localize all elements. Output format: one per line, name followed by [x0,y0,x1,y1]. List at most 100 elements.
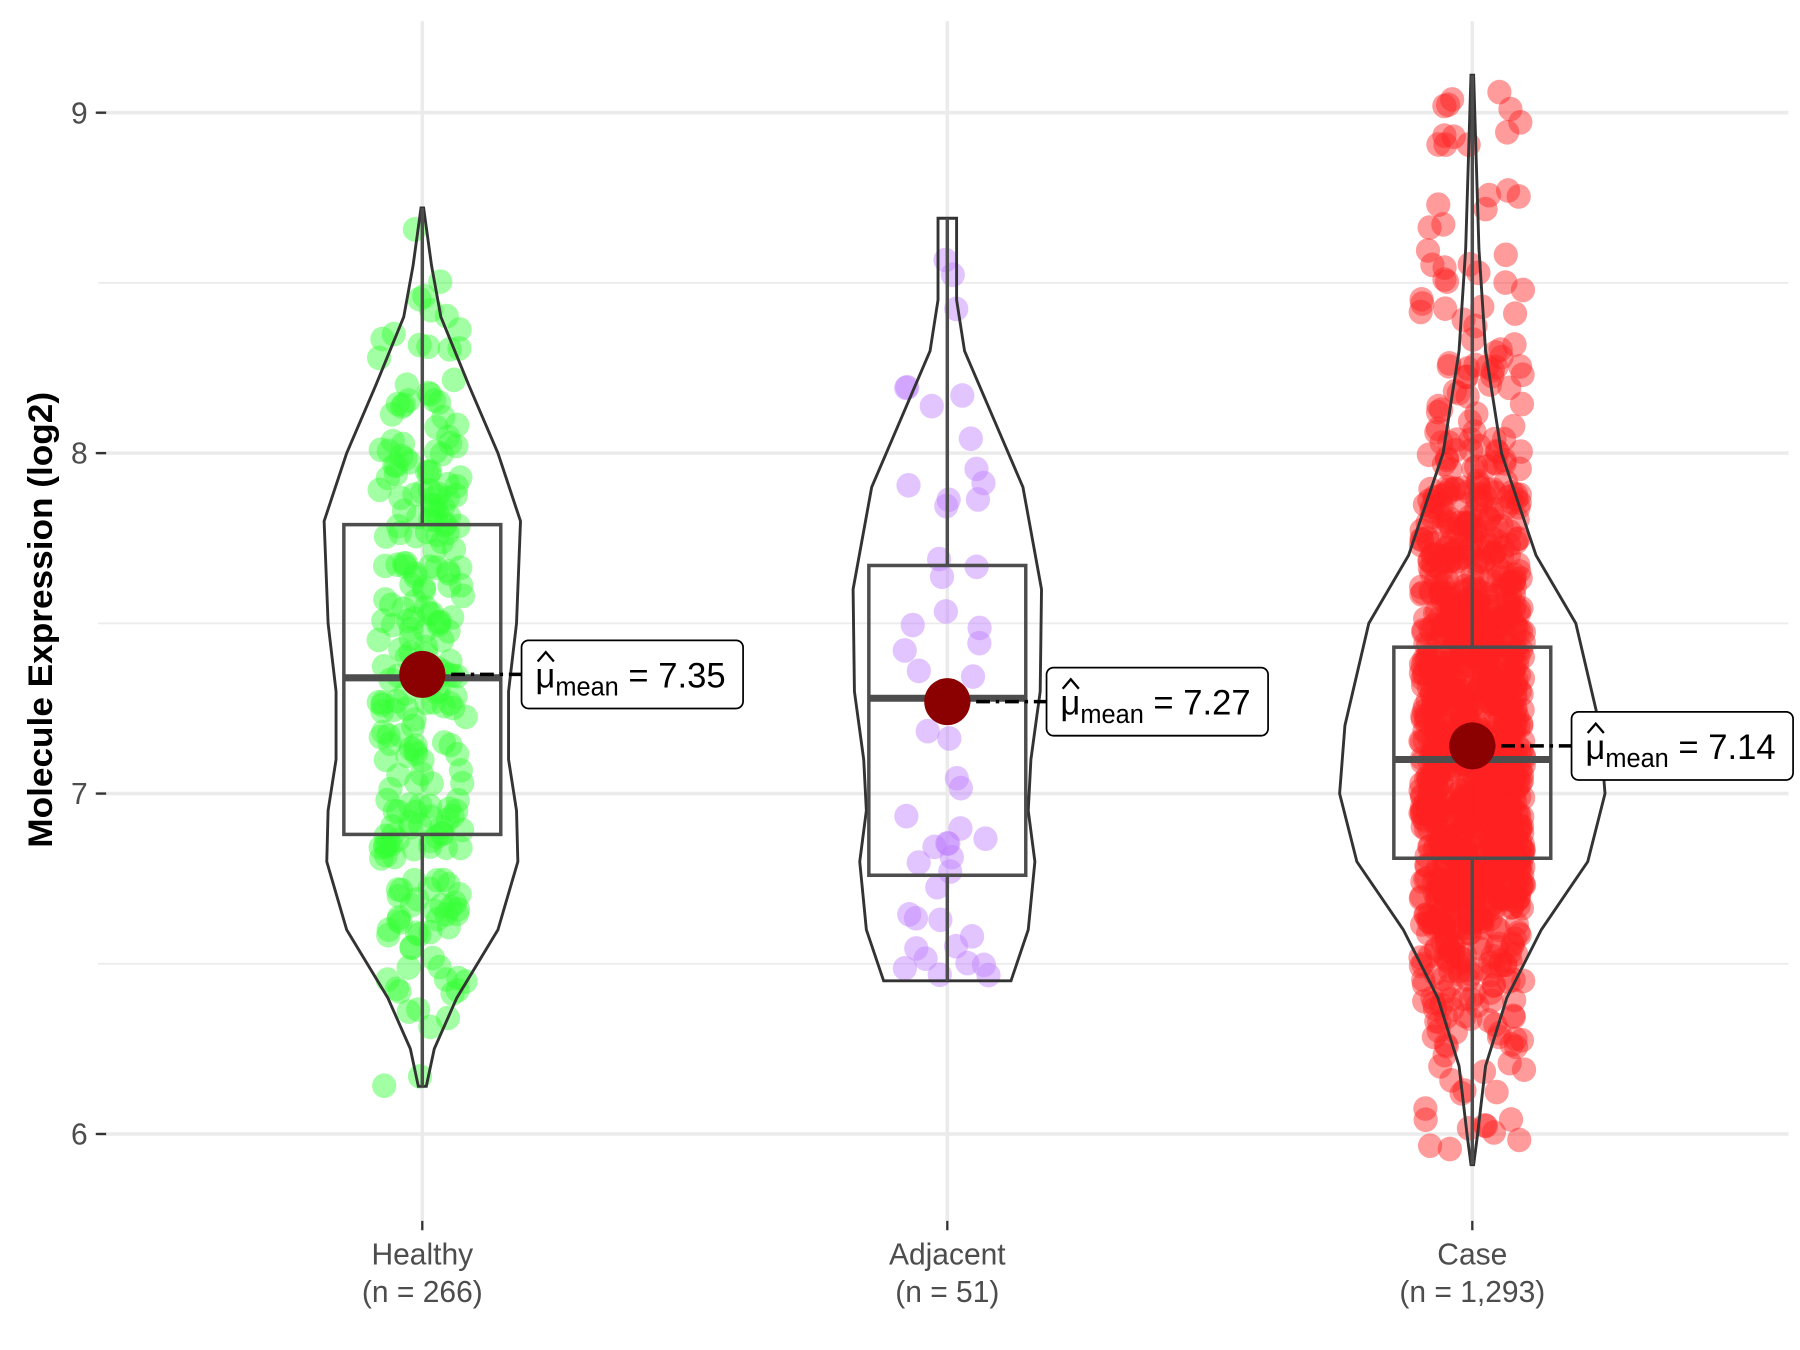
data-point [1483,894,1508,920]
data-point [1408,574,1434,600]
data-point [1509,768,1535,793]
data-point [435,558,461,584]
data-point [1508,814,1533,839]
data-point [1435,585,1461,611]
data-point [1473,780,1498,806]
data-point [1483,914,1508,940]
data-point [1489,886,1514,911]
data-point [1470,915,1495,941]
data-point [1429,430,1454,455]
data-point [1421,910,1446,935]
data-point [1428,721,1453,746]
data-point [1493,807,1518,833]
data-point [1432,855,1457,881]
data-point [419,771,444,796]
data-point [1411,698,1437,724]
data-point [1476,1008,1502,1033]
data-point [1473,502,1498,527]
data-point [1424,722,1449,748]
data-point [402,867,427,893]
data-point [1510,862,1535,888]
data-point [1417,796,1443,821]
data-point [1486,917,1511,943]
data-point [1422,861,1448,887]
data-point [955,950,980,976]
data-point [422,387,447,413]
data-point [1503,680,1528,706]
data-point [424,499,449,525]
data-point [1437,892,1463,918]
data-point [1434,447,1460,473]
data-point [1449,545,1475,571]
data-point [1504,888,1529,914]
data-point [412,577,437,603]
data-point [1422,600,1448,626]
data-point [1437,477,1462,502]
data-point [1504,639,1530,664]
data-point [1487,811,1512,837]
data-point [933,599,959,624]
data-point [1415,688,1440,713]
data-point [1484,783,1509,809]
data-point [1461,654,1486,680]
data-point [1490,577,1515,603]
data-point [388,723,413,748]
data-point [1464,825,1490,851]
data-point [1411,647,1437,672]
data-point [1482,540,1507,566]
data-point [1496,669,1522,695]
data-point [1423,936,1449,962]
data-point [1492,709,1517,735]
data-point [1419,580,1444,606]
data-point [1444,914,1469,940]
data-point [1435,92,1461,118]
data-point [1492,618,1517,644]
data-point [433,835,459,861]
data-point [1419,560,1444,586]
data-point [1450,785,1476,811]
data-point [1456,843,1481,869]
data-point [1441,683,1466,709]
data-point [1432,677,1457,703]
data-point [1506,526,1531,551]
data-point [1485,764,1511,790]
data-point [1446,701,1471,727]
data-point [1436,949,1461,975]
data-point [1487,709,1512,735]
data-point [453,704,478,730]
data-point [1419,781,1444,807]
data-point [1471,549,1496,575]
data-point [1422,761,1447,787]
data-point [1480,943,1505,969]
data-point [376,438,401,464]
data-point [379,592,404,618]
data-point [426,609,451,635]
data-point [1510,844,1535,869]
data-point [367,477,392,503]
data-point [1503,826,1529,852]
data-point [1499,837,1525,862]
data-point [1474,615,1500,641]
data-point [1424,812,1449,838]
data-point [1418,803,1443,829]
data-point [1508,815,1533,841]
data-point [1438,939,1463,964]
data-point [1493,850,1518,875]
data-point [1484,812,1509,838]
data-point [1486,653,1511,679]
data-point [1507,354,1533,379]
data-point [1484,691,1509,717]
data-point [1426,722,1452,747]
data-point [388,877,414,903]
data-point [1433,807,1458,833]
data-point [1488,793,1513,819]
data-point [1420,762,1445,787]
data-point [1452,683,1477,709]
data-point [1501,569,1527,594]
data-point [1508,758,1533,783]
points [1408,79,1537,1162]
data-point [417,793,443,819]
data-point [1425,625,1450,651]
data-point [1494,807,1519,833]
data-point [436,872,461,897]
